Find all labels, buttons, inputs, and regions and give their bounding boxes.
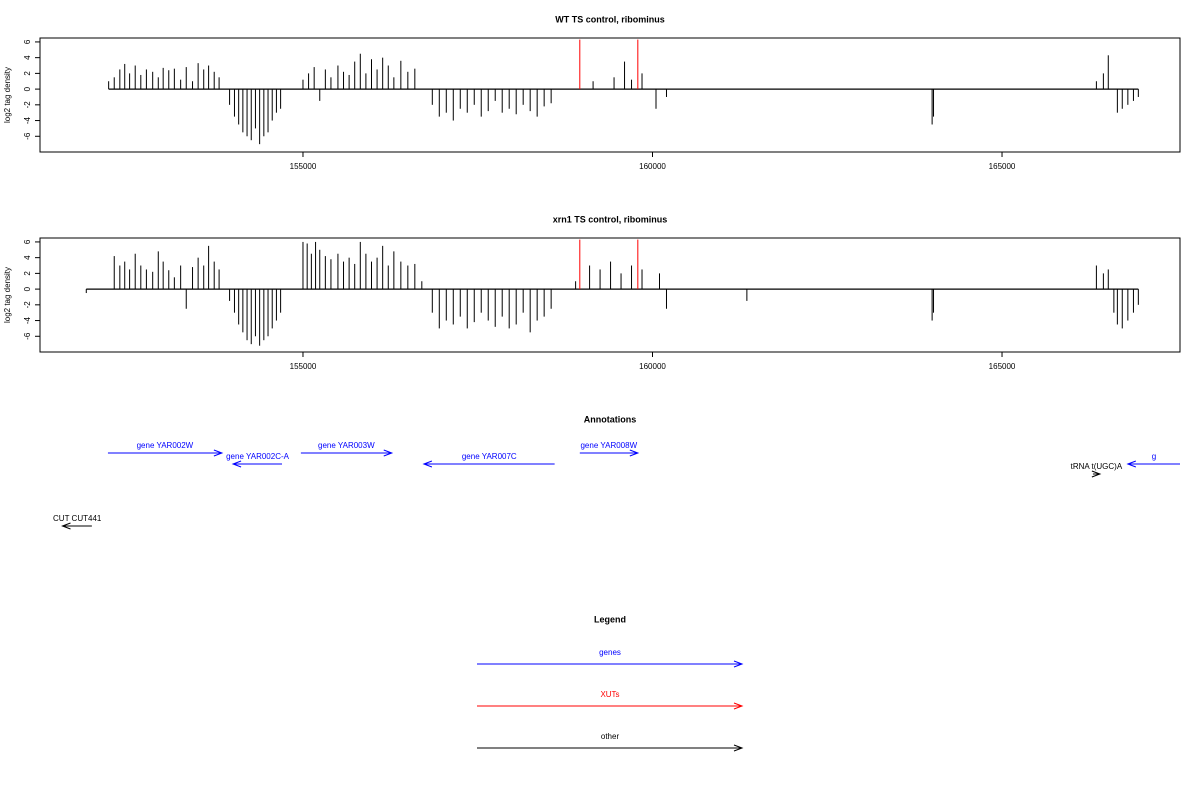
- y-tick-label: 2: [23, 71, 32, 76]
- legend-label: genes: [599, 648, 621, 657]
- y-tick-label: -4: [23, 316, 32, 324]
- feature-arrow-head: [422, 460, 433, 468]
- chart-title: WT TS control, ribominus: [555, 14, 665, 24]
- feature-label: CUT CUT441: [53, 514, 102, 523]
- y-tick-label: 6: [23, 39, 32, 44]
- x-tick-label: 155000: [290, 362, 317, 371]
- y-tick-label: 4: [23, 255, 32, 260]
- feature-label: tRNA t(UGC)A: [1071, 462, 1123, 471]
- y-tick-label: 0: [23, 286, 32, 291]
- legend-arrow-head: [733, 702, 744, 710]
- y-axis-label: log2 tag density: [3, 67, 12, 123]
- x-tick-label: 160000: [639, 162, 666, 171]
- y-axis-label: log2 tag density: [3, 267, 12, 323]
- feature-arrow-head: [1091, 470, 1102, 478]
- feature-arrow-head: [629, 449, 640, 457]
- feature-arrow-head: [213, 449, 224, 457]
- plot-frame: [39, 237, 1181, 353]
- legend-arrow-head: [733, 660, 744, 668]
- feature-label: gene YAR007C: [462, 452, 517, 461]
- feature-arrow-head: [61, 522, 71, 530]
- feature-label: gene YAR008W: [580, 441, 637, 450]
- plot-frame: [39, 37, 1181, 153]
- y-tick-label: 0: [23, 86, 32, 91]
- chart-title: xrn1 TS control, ribominus: [553, 214, 668, 224]
- y-tick-label: -2: [23, 101, 32, 109]
- legend-label: XUTs: [600, 690, 619, 699]
- feature-arrow-head: [231, 460, 242, 468]
- y-tick-label: -2: [23, 301, 32, 309]
- annotations-title: Annotations: [584, 414, 637, 424]
- feature-label: g: [1152, 452, 1156, 461]
- feature-label: gene YAR002W: [137, 441, 194, 450]
- legend-title: Legend: [594, 614, 626, 624]
- feature-arrow-head: [383, 449, 394, 457]
- legend-label: other: [601, 732, 620, 741]
- legend-arrow-head: [733, 744, 744, 752]
- x-tick-label: 165000: [989, 362, 1016, 371]
- y-tick-label: 2: [23, 271, 32, 276]
- y-tick-label: 6: [23, 239, 32, 244]
- y-tick-label: -6: [23, 332, 32, 340]
- y-tick-label: -6: [23, 132, 32, 140]
- y-tick-label: -4: [23, 116, 32, 124]
- feature-label: gene YAR002C-A: [226, 452, 290, 461]
- canvas: WT TS control, ribominus log2 tag density…: [3, 14, 1181, 752]
- y-tick-label: 4: [23, 55, 32, 60]
- x-tick-label: 160000: [639, 362, 666, 371]
- x-tick-label: 165000: [989, 162, 1016, 171]
- x-tick-label: 155000: [290, 162, 317, 171]
- feature-arrow-head: [1126, 460, 1137, 468]
- feature-label: gene YAR003W: [318, 441, 375, 450]
